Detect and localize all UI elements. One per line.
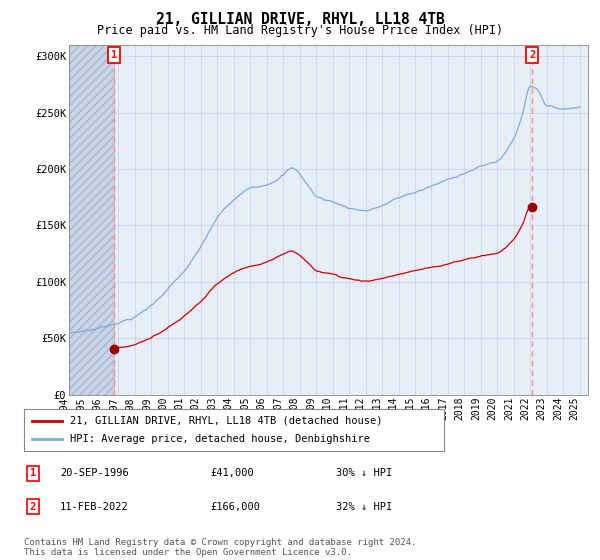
Text: 21, GILLIAN DRIVE, RHYL, LL18 4TB: 21, GILLIAN DRIVE, RHYL, LL18 4TB bbox=[155, 12, 445, 27]
Text: HPI: Average price, detached house, Denbighshire: HPI: Average price, detached house, Denb… bbox=[70, 434, 370, 444]
Text: Contains HM Land Registry data © Crown copyright and database right 2024.
This d: Contains HM Land Registry data © Crown c… bbox=[24, 538, 416, 557]
Text: 1: 1 bbox=[110, 50, 117, 60]
Bar bbox=[69, 45, 114, 395]
Text: 21, GILLIAN DRIVE, RHYL, LL18 4TB (detached house): 21, GILLIAN DRIVE, RHYL, LL18 4TB (detac… bbox=[70, 416, 383, 426]
Text: 20-SEP-1996: 20-SEP-1996 bbox=[60, 468, 129, 478]
Text: 32% ↓ HPI: 32% ↓ HPI bbox=[336, 502, 392, 512]
Text: £41,000: £41,000 bbox=[210, 468, 254, 478]
Text: 11-FEB-2022: 11-FEB-2022 bbox=[60, 502, 129, 512]
Text: Price paid vs. HM Land Registry's House Price Index (HPI): Price paid vs. HM Land Registry's House … bbox=[97, 24, 503, 36]
Text: 2: 2 bbox=[30, 502, 36, 512]
Text: 2: 2 bbox=[529, 50, 535, 60]
FancyBboxPatch shape bbox=[24, 409, 444, 451]
Text: 1: 1 bbox=[30, 468, 36, 478]
Text: £166,000: £166,000 bbox=[210, 502, 260, 512]
Text: 30% ↓ HPI: 30% ↓ HPI bbox=[336, 468, 392, 478]
